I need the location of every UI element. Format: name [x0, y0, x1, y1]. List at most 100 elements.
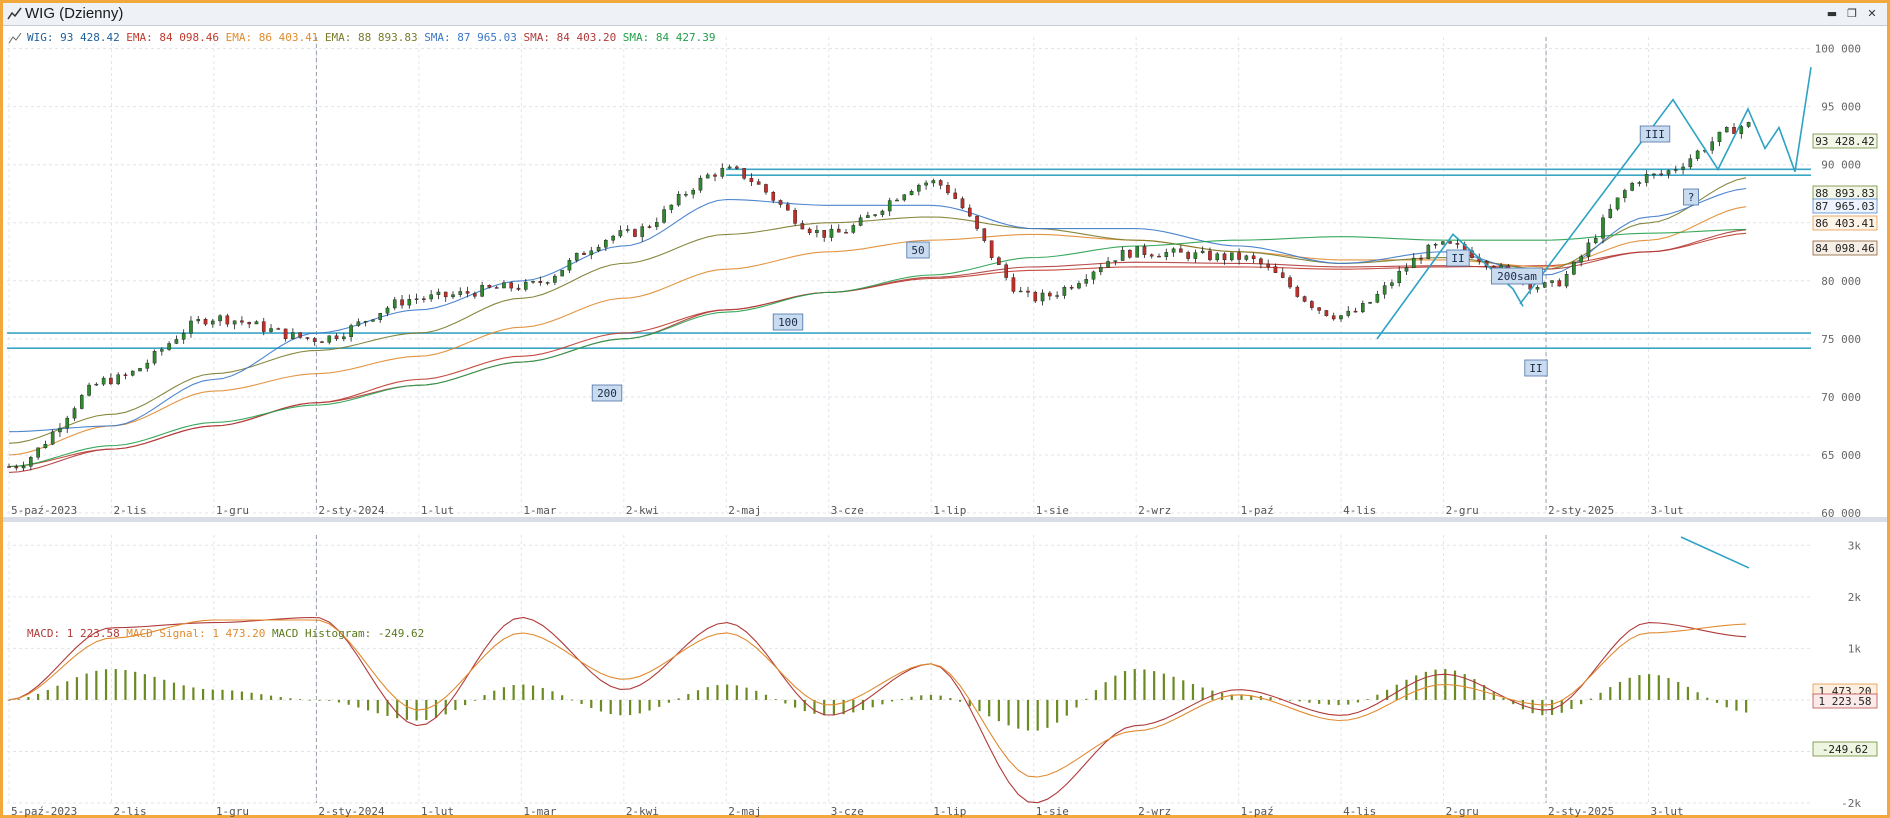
candlestick [1375, 294, 1380, 303]
macd-histogram-bar [1153, 671, 1156, 700]
macd-histogram-bar [1696, 692, 1699, 700]
macd-x-axis-label: 1-lut [421, 805, 454, 818]
macd-layer [7, 616, 1748, 804]
macd-histogram-bar [1327, 699, 1330, 705]
price-legend-item: WIG: 93 428.42 [27, 31, 120, 44]
macd-histogram-bar [793, 699, 797, 708]
candlestick [662, 209, 666, 223]
candlestick [261, 321, 266, 332]
question-label-box [1683, 188, 1700, 206]
price-legend-item: SMA: 87 965.03 [424, 31, 517, 44]
candlestick [58, 427, 62, 433]
macd-histogram-bar [1648, 674, 1651, 700]
x-axis-label: 2-sty-2025 [1548, 504, 1614, 517]
macd-histogram-bar [1026, 699, 1030, 731]
candlestick [1069, 287, 1074, 289]
macd-histogram-bar [667, 699, 671, 703]
macd-histogram-bar [250, 692, 253, 700]
macd-histogram-bar [900, 698, 903, 700]
candlestick [676, 194, 681, 206]
candlestick [1288, 277, 1292, 288]
macd-histogram-bar [1201, 687, 1204, 700]
candlestick [553, 275, 557, 283]
candlestick [1091, 271, 1096, 280]
candlestick [1448, 241, 1452, 244]
candlestick [596, 247, 601, 251]
minimize-button[interactable]: ▬ [1826, 7, 1838, 20]
x-axis-label: 5-paź-2023 [11, 504, 77, 517]
candlestick [465, 291, 470, 294]
macd-histogram-bar [1240, 694, 1243, 700]
macd-histogram-bar [706, 687, 709, 700]
x-axis-label: 2-gru [1446, 504, 1479, 517]
wave-iii-label-box [1639, 125, 1671, 143]
candlestick [1652, 173, 1656, 176]
price-axis-label: 75 000 [1821, 333, 1861, 346]
macd-histogram-bar [124, 670, 127, 700]
macd-histogram-bar [347, 699, 350, 705]
x-axis-label: 2-wrz [1138, 504, 1171, 517]
macd-histogram-bar [968, 699, 971, 707]
macd-histogram-bar [784, 699, 787, 704]
ma200-label-box [591, 384, 623, 402]
candlestick [181, 333, 186, 340]
x-axis-label: 1-lip [933, 504, 966, 517]
macd-histogram-bar [396, 699, 399, 719]
macd-histogram-bar [832, 699, 836, 716]
macd-histogram-bar [561, 695, 564, 700]
macd-histogram-bar [1376, 694, 1379, 700]
macd-histogram-bar [134, 671, 137, 700]
grid-layer [7, 37, 1813, 804]
wave-projection [1519, 67, 1812, 305]
candlestick [1084, 279, 1089, 284]
macd-histogram-bar [658, 699, 661, 707]
macd-histogram-bar [551, 691, 554, 700]
candlestick [502, 282, 506, 289]
macd-histogram-bar [1580, 699, 1583, 705]
restore-button[interactable]: ❐ [1847, 7, 1857, 20]
macd-histogram-bar [434, 699, 438, 718]
candlestick [749, 178, 754, 182]
candlestick [203, 319, 208, 325]
ma50-label-box [906, 241, 930, 259]
macd-histogram-bar [949, 698, 952, 700]
macd-histogram-bar [1609, 687, 1612, 700]
200sam-label-box [1491, 267, 1544, 285]
macd-histogram-bar [201, 688, 205, 700]
macd-histogram-bar [1531, 699, 1534, 714]
macd-histogram-bar [17, 699, 20, 700]
x-axis-label: 1-sie [1036, 504, 1069, 517]
macd-histogram-bar [357, 699, 360, 708]
macd-histogram-bar [629, 699, 632, 716]
macd-histogram-bar [910, 696, 913, 700]
candlestick [953, 192, 958, 199]
candlestick [407, 299, 412, 306]
macd-histogram-bar [66, 681, 69, 700]
macd-histogram-bar [939, 695, 942, 700]
candlestick [618, 230, 623, 237]
candlestick [989, 240, 994, 258]
candlestick [509, 282, 514, 289]
candlestick [1637, 182, 1642, 184]
candlestick [1601, 217, 1605, 239]
price-legend-item: SMA: 84 403.20 [524, 31, 617, 44]
macd-histogram-bar [1589, 698, 1592, 700]
macd-histogram-bar [56, 685, 59, 700]
macd-histogram-bar [1318, 699, 1321, 704]
x-axis-label: 2-sty-2024 [318, 504, 385, 517]
candlestick [924, 182, 928, 186]
x-axis-label: 1-gru [216, 504, 249, 517]
candlestick [1048, 292, 1052, 297]
macd-histogram-bar [755, 690, 758, 700]
macd-line [8, 616, 1747, 804]
close-button[interactable]: ✕ [1867, 7, 1877, 20]
candlestick [1062, 287, 1067, 296]
candlestick [1382, 285, 1387, 295]
candlestick [1535, 287, 1540, 290]
macd-histogram-bar [299, 699, 302, 701]
candlestick [938, 180, 943, 186]
candlestick [1026, 290, 1030, 293]
